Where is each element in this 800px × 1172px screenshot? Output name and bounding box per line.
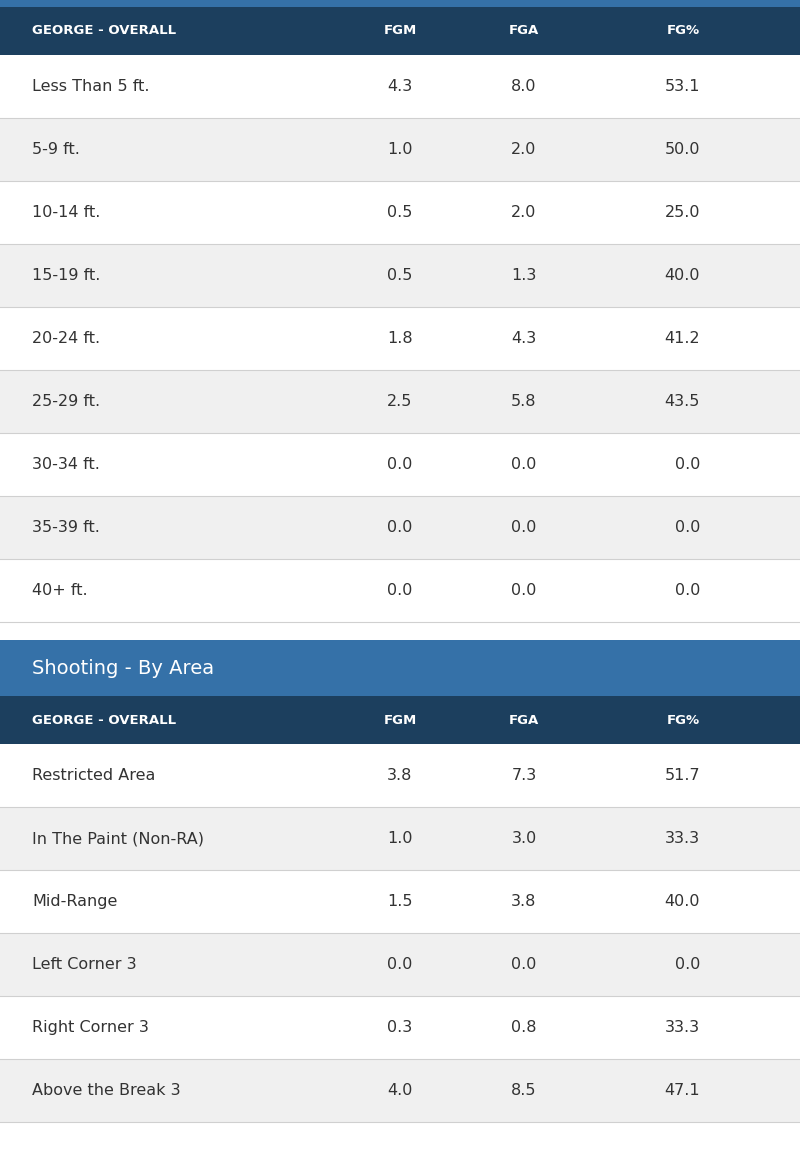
Text: FGA: FGA bbox=[509, 25, 539, 38]
Bar bbox=[0, 933, 800, 996]
Text: 3.8: 3.8 bbox=[511, 894, 537, 909]
Bar bbox=[0, 870, 800, 933]
Bar bbox=[0, 180, 800, 244]
Text: 50.0: 50.0 bbox=[665, 142, 700, 157]
Bar bbox=[0, 244, 800, 307]
Text: FGM: FGM bbox=[383, 714, 417, 727]
Bar bbox=[0, 432, 800, 496]
Text: 53.1: 53.1 bbox=[665, 79, 700, 94]
Text: In The Paint (Non-RA): In The Paint (Non-RA) bbox=[32, 831, 204, 846]
Text: FGM: FGM bbox=[383, 25, 417, 38]
Text: 7.3: 7.3 bbox=[511, 768, 537, 783]
Text: 0.3: 0.3 bbox=[387, 1020, 413, 1035]
Text: 5.8: 5.8 bbox=[511, 394, 537, 409]
Text: FG%: FG% bbox=[667, 25, 700, 38]
Text: 43.5: 43.5 bbox=[665, 394, 700, 409]
Text: Mid-Range: Mid-Range bbox=[32, 894, 118, 909]
Bar bbox=[0, 1059, 800, 1122]
Text: 0.0: 0.0 bbox=[674, 457, 700, 472]
Text: 40+ ft.: 40+ ft. bbox=[32, 582, 88, 598]
Text: 1.5: 1.5 bbox=[387, 894, 413, 909]
Bar bbox=[0, 808, 800, 870]
Bar bbox=[0, 118, 800, 180]
Text: Less Than 5 ft.: Less Than 5 ft. bbox=[32, 79, 150, 94]
Text: 0.0: 0.0 bbox=[674, 582, 700, 598]
Text: 51.7: 51.7 bbox=[664, 768, 700, 783]
Bar bbox=[0, 696, 800, 744]
Text: Right Corner 3: Right Corner 3 bbox=[32, 1020, 149, 1035]
Text: GEORGE - OVERALL: GEORGE - OVERALL bbox=[32, 714, 176, 727]
Text: Shooting - By Area: Shooting - By Area bbox=[32, 659, 214, 677]
Text: 0.0: 0.0 bbox=[511, 958, 537, 972]
Text: Above the Break 3: Above the Break 3 bbox=[32, 1083, 181, 1098]
Text: 0.0: 0.0 bbox=[387, 582, 413, 598]
Bar bbox=[0, 307, 800, 370]
Text: 35-39 ft.: 35-39 ft. bbox=[32, 520, 100, 534]
Text: 40.0: 40.0 bbox=[665, 894, 700, 909]
Text: 0.0: 0.0 bbox=[511, 582, 537, 598]
Bar bbox=[0, 55, 800, 118]
Text: Left Corner 3: Left Corner 3 bbox=[32, 958, 137, 972]
Text: 0.5: 0.5 bbox=[387, 268, 413, 282]
Text: 0.0: 0.0 bbox=[674, 958, 700, 972]
Text: 41.2: 41.2 bbox=[664, 331, 700, 346]
Text: FGA: FGA bbox=[509, 714, 539, 727]
Text: 8.5: 8.5 bbox=[511, 1083, 537, 1098]
Text: 1.8: 1.8 bbox=[387, 331, 413, 346]
Text: 0.0: 0.0 bbox=[674, 520, 700, 534]
Bar bbox=[0, 559, 800, 622]
Text: 0.5: 0.5 bbox=[387, 205, 413, 220]
Bar bbox=[0, 370, 800, 432]
Bar bbox=[0, 640, 800, 696]
Text: 1.0: 1.0 bbox=[387, 831, 413, 846]
Text: 2.0: 2.0 bbox=[511, 205, 537, 220]
Text: 3.8: 3.8 bbox=[387, 768, 413, 783]
Text: 33.3: 33.3 bbox=[665, 1020, 700, 1035]
Text: FG%: FG% bbox=[667, 714, 700, 727]
Text: 0.0: 0.0 bbox=[387, 958, 413, 972]
Text: 0.8: 0.8 bbox=[511, 1020, 537, 1035]
Bar bbox=[0, 0, 800, 7]
Text: 15-19 ft.: 15-19 ft. bbox=[32, 268, 100, 282]
Text: 33.3: 33.3 bbox=[665, 831, 700, 846]
Text: 4.3: 4.3 bbox=[511, 331, 537, 346]
Text: 1.0: 1.0 bbox=[387, 142, 413, 157]
Text: 25-29 ft.: 25-29 ft. bbox=[32, 394, 100, 409]
Text: 25.0: 25.0 bbox=[665, 205, 700, 220]
Text: 47.1: 47.1 bbox=[664, 1083, 700, 1098]
Text: 8.0: 8.0 bbox=[511, 79, 537, 94]
Text: 0.0: 0.0 bbox=[511, 520, 537, 534]
Text: 0.0: 0.0 bbox=[387, 520, 413, 534]
Bar bbox=[0, 496, 800, 559]
Text: GEORGE - OVERALL: GEORGE - OVERALL bbox=[32, 25, 176, 38]
Bar bbox=[0, 996, 800, 1059]
Text: Restricted Area: Restricted Area bbox=[32, 768, 155, 783]
Text: 3.0: 3.0 bbox=[511, 831, 537, 846]
Text: 10-14 ft.: 10-14 ft. bbox=[32, 205, 100, 220]
Bar bbox=[0, 744, 800, 808]
Text: 30-34 ft.: 30-34 ft. bbox=[32, 457, 100, 472]
Text: 5-9 ft.: 5-9 ft. bbox=[32, 142, 80, 157]
Text: 40.0: 40.0 bbox=[665, 268, 700, 282]
Text: 4.3: 4.3 bbox=[387, 79, 413, 94]
Bar bbox=[0, 7, 800, 55]
Text: 2.0: 2.0 bbox=[511, 142, 537, 157]
Text: 20-24 ft.: 20-24 ft. bbox=[32, 331, 100, 346]
Text: 4.0: 4.0 bbox=[387, 1083, 413, 1098]
Text: 1.3: 1.3 bbox=[511, 268, 537, 282]
Text: 0.0: 0.0 bbox=[511, 457, 537, 472]
Text: 2.5: 2.5 bbox=[387, 394, 413, 409]
Text: 0.0: 0.0 bbox=[387, 457, 413, 472]
